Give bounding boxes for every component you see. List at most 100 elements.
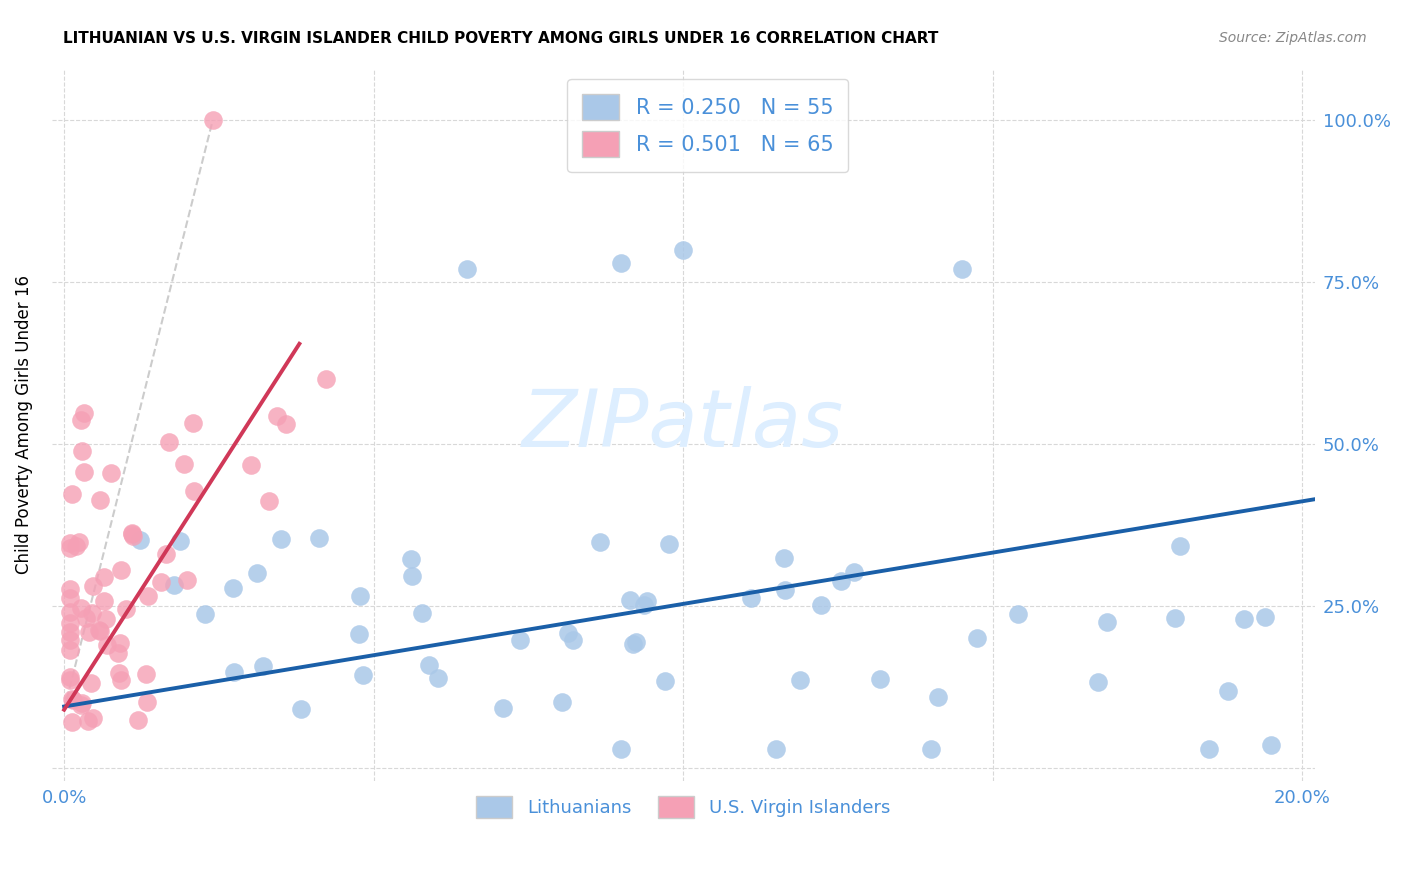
Point — [67, 535, 90, 549]
Point — [658, 537, 681, 551]
Point — [129, 533, 152, 547]
Point — [93, 570, 115, 584]
Point — [401, 568, 423, 582]
Point — [110, 673, 132, 688]
Point — [844, 566, 866, 580]
Point — [69, 601, 91, 615]
Point — [194, 607, 217, 621]
Point — [270, 532, 292, 546]
Point — [492, 701, 515, 715]
Point — [59, 625, 82, 640]
Point — [252, 658, 274, 673]
Point — [830, 574, 852, 589]
Point — [94, 612, 117, 626]
Point — [93, 594, 115, 608]
Point — [155, 547, 177, 561]
Point — [135, 695, 157, 709]
Point — [89, 493, 111, 508]
Point — [60, 487, 83, 501]
Point — [150, 575, 173, 590]
Point — [740, 591, 762, 606]
Point — [62, 692, 84, 706]
Point — [82, 579, 104, 593]
Point — [108, 636, 131, 650]
Point — [427, 672, 450, 686]
Point — [266, 409, 288, 424]
Point — [60, 691, 83, 706]
Point — [60, 715, 83, 730]
Point — [352, 668, 374, 682]
Point — [920, 741, 942, 756]
Point — [550, 695, 572, 709]
Point — [222, 581, 245, 595]
Point — [82, 607, 104, 621]
Point — [107, 646, 129, 660]
Point — [810, 598, 832, 612]
Legend: Lithuanians, U.S. Virgin Islanders: Lithuanians, U.S. Virgin Islanders — [470, 789, 897, 825]
Point — [240, 458, 263, 472]
Point — [773, 582, 796, 597]
Point — [59, 673, 82, 687]
Point — [80, 676, 103, 690]
Point — [138, 589, 160, 603]
Point — [418, 658, 440, 673]
Point — [619, 593, 641, 607]
Point — [456, 262, 478, 277]
Text: LITHUANIAN VS U.S. VIRGIN ISLANDER CHILD POVERTY AMONG GIRLS UNDER 16 CORRELATIO: LITHUANIAN VS U.S. VIRGIN ISLANDER CHILD… — [63, 31, 939, 46]
Point — [509, 632, 531, 647]
Point — [773, 551, 796, 566]
Point — [347, 626, 370, 640]
Text: ZIPatlas: ZIPatlas — [522, 385, 844, 464]
Point — [59, 582, 82, 596]
Point — [87, 623, 110, 637]
Point — [72, 696, 94, 710]
Point — [76, 714, 98, 728]
Point — [589, 535, 612, 549]
Point — [96, 638, 118, 652]
Point — [950, 262, 973, 277]
Point — [1253, 610, 1275, 624]
Point — [636, 593, 658, 607]
Point — [110, 564, 132, 578]
Point — [966, 632, 988, 646]
Point — [59, 536, 82, 550]
Point — [173, 457, 195, 471]
Point — [69, 698, 91, 713]
Point — [315, 372, 337, 386]
Point — [623, 637, 645, 651]
Point — [201, 113, 224, 128]
Point — [69, 413, 91, 427]
Point — [122, 529, 145, 543]
Point — [114, 602, 136, 616]
Point — [59, 591, 82, 606]
Point — [73, 406, 96, 420]
Point — [59, 615, 82, 630]
Point — [65, 539, 87, 553]
Point — [562, 633, 585, 648]
Point — [127, 713, 149, 727]
Point — [927, 690, 949, 704]
Point — [654, 674, 676, 689]
Point — [77, 625, 100, 640]
Point — [181, 416, 204, 430]
Y-axis label: Child Poverty Among Girls Under 16: Child Poverty Among Girls Under 16 — [15, 276, 32, 574]
Point — [75, 611, 97, 625]
Point — [82, 711, 104, 725]
Point — [869, 673, 891, 687]
Point — [1198, 741, 1220, 756]
Point — [89, 624, 111, 638]
Point — [765, 741, 787, 756]
Point — [610, 256, 633, 270]
Point — [59, 541, 82, 555]
Point — [246, 566, 269, 581]
Point — [59, 643, 82, 657]
Point — [169, 533, 191, 548]
Point — [1233, 611, 1256, 625]
Point — [1260, 739, 1282, 753]
Point — [183, 483, 205, 498]
Point — [121, 526, 143, 541]
Point — [176, 573, 198, 587]
Point — [274, 417, 297, 432]
Point — [411, 606, 433, 620]
Point — [59, 606, 82, 620]
